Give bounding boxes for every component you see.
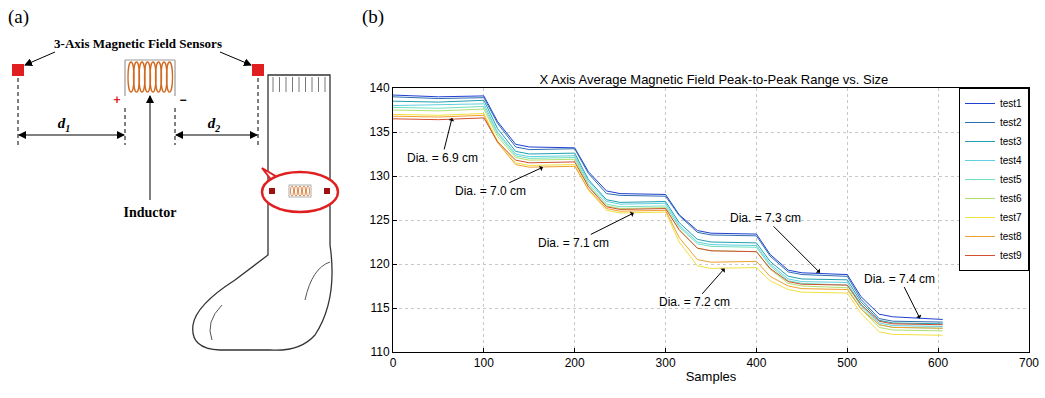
- svg-text:200: 200: [565, 356, 585, 370]
- svg-text:600: 600: [928, 356, 948, 370]
- svg-text:3-Axis Magnetic Field Sensors: 3-Axis Magnetic Field Sensors: [54, 36, 222, 51]
- svg-text:125: 125: [370, 213, 390, 227]
- svg-text:X Axis Average Magnetic Field: X Axis Average Magnetic Field Peak-to-Pe…: [539, 72, 888, 87]
- svg-text:Dia. = 7.1 cm: Dia. = 7.1 cm: [538, 236, 609, 250]
- svg-text:test9: test9: [1000, 250, 1022, 261]
- svg-text:Dia. = 7.4 cm: Dia. = 7.4 cm: [864, 272, 935, 286]
- svg-text:Dia. = 7.0 cm: Dia. = 7.0 cm: [455, 184, 526, 198]
- svg-text:0: 0: [390, 356, 397, 370]
- svg-text:test6: test6: [1000, 193, 1022, 204]
- svg-text:500: 500: [837, 356, 857, 370]
- svg-text:d2: d2: [208, 115, 221, 134]
- html-text:(a): (a): [8, 6, 30, 27]
- svg-text:115: 115: [370, 301, 389, 315]
- svg-text:120: 120: [370, 257, 390, 271]
- svg-text:110: 110: [370, 345, 389, 359]
- svg-text:+: +: [113, 93, 120, 107]
- svg-text:100: 100: [474, 356, 494, 370]
- svg-text:test4: test4: [1000, 155, 1022, 166]
- svg-text:400: 400: [746, 356, 766, 370]
- svg-text:test1: test1: [1000, 98, 1022, 109]
- svg-text:test3: test3: [1000, 136, 1022, 147]
- svg-text:Dia. = 7.3 cm: Dia. = 7.3 cm: [730, 211, 801, 225]
- svg-text:test5: test5: [1000, 174, 1022, 185]
- html-text:(b): (b): [362, 6, 385, 27]
- svg-text:300: 300: [656, 356, 676, 370]
- svg-text:Inductor: Inductor: [124, 205, 177, 220]
- svg-text:130: 130: [370, 169, 390, 183]
- svg-text:700: 700: [1019, 356, 1039, 370]
- svg-text:test8: test8: [1000, 231, 1022, 242]
- svg-text:Samples: Samples: [686, 369, 737, 384]
- svg-text:Dia. = 6.9 cm: Dia. = 6.9 cm: [407, 151, 478, 165]
- svg-text:d1: d1: [58, 115, 71, 134]
- svg-text:135: 135: [370, 125, 390, 139]
- svg-text:test7: test7: [1000, 212, 1022, 223]
- svg-text:Dia. = 7.2 cm: Dia. = 7.2 cm: [659, 295, 730, 309]
- svg-text:−: −: [179, 93, 186, 107]
- svg-text:140: 140: [370, 81, 390, 95]
- svg-text:test2: test2: [1000, 117, 1022, 128]
